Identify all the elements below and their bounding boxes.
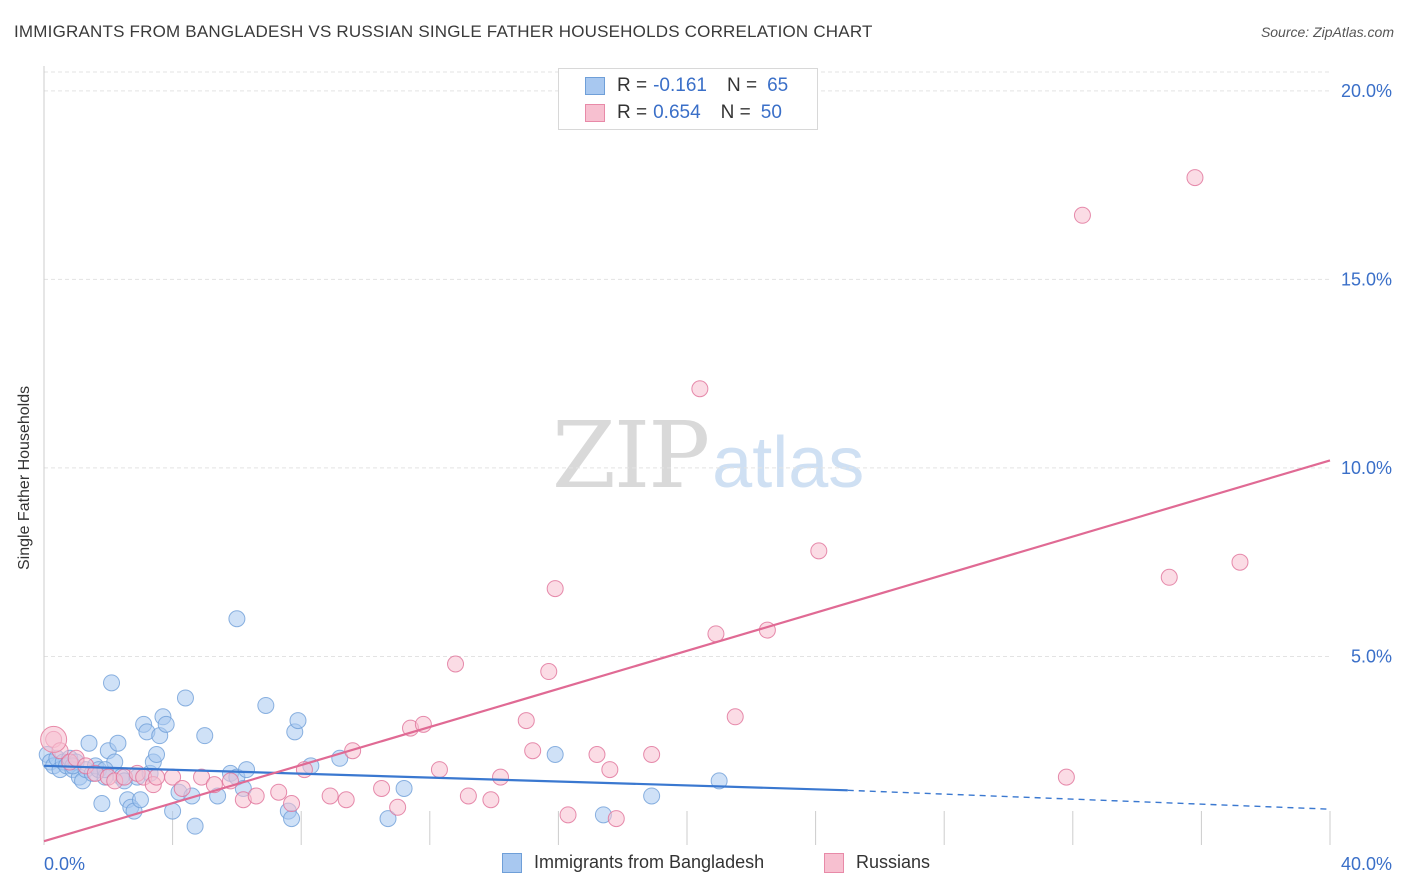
russians-point (430, 761, 448, 779)
russians-point (588, 746, 606, 764)
bangladesh-point (148, 746, 166, 764)
source-label: Source: ZipAtlas.com (1260, 24, 1394, 40)
bangladesh-point (157, 715, 175, 733)
russians-point (173, 779, 191, 797)
russians-point (517, 712, 535, 730)
bangladesh-point (131, 791, 149, 809)
russians-point (691, 380, 709, 398)
bangladesh-point (395, 779, 413, 797)
russians-point (447, 655, 465, 673)
data-points (38, 169, 1249, 835)
r-value: -0.161 (653, 75, 707, 96)
russians-point (559, 806, 577, 824)
r-label: R = (617, 102, 648, 123)
russians-point (492, 768, 510, 786)
x-tick-label: 0.0% (44, 854, 85, 874)
chart-title: IMMIGRANTS FROM BANGLADESH VS RUSSIAN SI… (14, 22, 873, 41)
legend-item-russians[interactable]: Russians (824, 852, 930, 873)
russians-point (283, 795, 301, 813)
russians-point (607, 810, 625, 828)
russians-point-large (40, 725, 68, 753)
bangladesh-point (196, 727, 214, 745)
russians-point (389, 798, 407, 816)
russians-point (148, 768, 166, 786)
r-value: 0.654 (653, 102, 701, 123)
legend-item-bangladesh[interactable]: Immigrants from Bangladesh (502, 852, 764, 873)
russians-point (482, 791, 500, 809)
russians-trend-line (43, 459, 1331, 843)
x-tick-label: 40.0% (1341, 854, 1392, 874)
legend-label-bangladesh: Immigrants from Bangladesh (534, 852, 765, 872)
stats-row-russians: R = 0.654 N = 50 (585, 100, 782, 126)
russians-point (524, 742, 542, 760)
bangladesh-point (710, 772, 728, 790)
russians-point (726, 708, 744, 726)
y-tick-label: 15.0% (1341, 269, 1392, 289)
bangladesh-point (289, 712, 307, 730)
trend-lines (43, 459, 1331, 843)
bangladesh-point (103, 674, 121, 692)
bangladesh-point (643, 787, 661, 805)
russians-point (459, 787, 477, 805)
correlation-stats-box: R = -0.161 N = 65 R = 0.654 N = 50 (558, 68, 818, 130)
russians-point (337, 791, 355, 809)
bangladesh-point (176, 689, 194, 707)
russians-point (540, 663, 558, 681)
n-value: 50 (760, 102, 782, 123)
bangladesh-point (93, 795, 111, 813)
stats-swatch-russians (585, 104, 605, 122)
bangladesh-point (379, 810, 397, 828)
russians-point (601, 761, 619, 779)
y-tick-label: 5.0% (1351, 646, 1392, 666)
bangladesh-point (186, 817, 204, 835)
bangladesh-point (257, 696, 275, 714)
russians-point (810, 542, 828, 560)
axes (43, 66, 1331, 845)
russians-point (643, 746, 661, 764)
grid-lines (44, 71, 1330, 657)
bangladesh-point (546, 746, 564, 764)
n-label: N = (726, 75, 758, 96)
russians-point (1186, 169, 1204, 187)
legend-swatch-bangladesh (502, 852, 522, 873)
y-tick-label: 10.0% (1341, 458, 1392, 478)
bangladesh-point (228, 610, 246, 628)
legend-label-russians: Russians (856, 852, 931, 872)
r-label: R = (617, 75, 648, 96)
stats-swatch-bangladesh (585, 77, 605, 95)
bangladesh-point (80, 734, 98, 752)
bangladesh-point (283, 810, 301, 828)
tick-labels: 5.0% 10.0% 15.0% 20.0% 0.0% 40.0% (44, 81, 1392, 874)
bangladesh-trend-line (43, 764, 848, 792)
russians-point (270, 783, 288, 801)
russians-point (1231, 553, 1249, 571)
russians-point (193, 768, 211, 786)
n-label: N = (720, 102, 751, 123)
legend-swatch-russians (824, 852, 844, 873)
y-tick-label: 20.0% (1341, 81, 1392, 101)
russians-point (247, 787, 265, 805)
russians-point (1073, 206, 1091, 224)
russians-point (1160, 568, 1178, 586)
bangladesh-point (238, 761, 256, 779)
bangladesh-trend-extension (847, 789, 1331, 810)
russians-point (321, 787, 339, 805)
bangladesh-point (109, 734, 127, 752)
russians-point (1057, 768, 1075, 786)
stats-row-bangladesh: R = -0.161 N = 65 (585, 73, 788, 99)
russians-point (373, 779, 391, 797)
russians-point (546, 580, 564, 598)
n-value: 65 (767, 75, 789, 96)
legend: Immigrants from Bangladesh Russians (0, 852, 1406, 878)
